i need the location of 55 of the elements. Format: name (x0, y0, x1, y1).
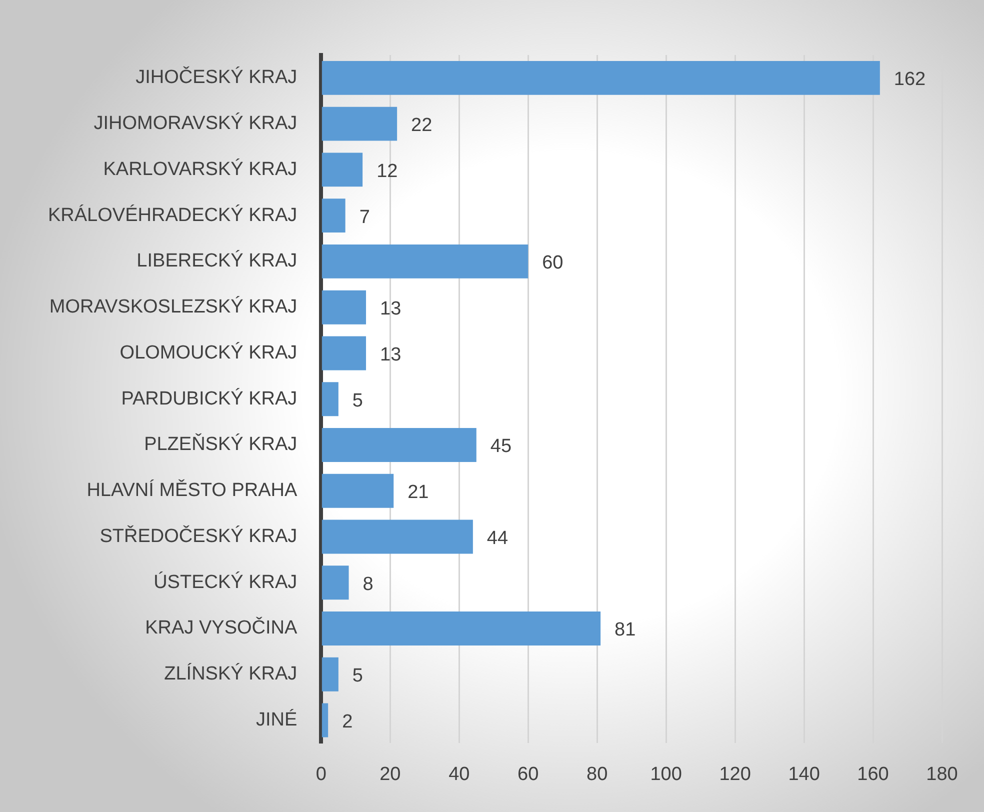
data-label: 8 (362, 574, 374, 595)
bar (322, 336, 366, 370)
bar (322, 612, 601, 646)
data-label: 60 (542, 252, 564, 274)
y-tick-label: KRÁLOVÉHRADECKÝ KRAJ (48, 204, 298, 226)
data-label: 12 (376, 160, 398, 182)
y-tick-label: ÚSTECKÝ KRAJ (154, 570, 298, 593)
x-tick-label: 60 (518, 764, 539, 785)
y-tick-label: KARLOVARSKÝ KRAJ (103, 158, 298, 180)
bar (322, 152, 363, 187)
bar (322, 382, 338, 416)
x-tick-label: 40 (448, 764, 470, 785)
bar (322, 520, 473, 554)
data-label: 162 (894, 69, 926, 90)
x-tick-label: 160 (857, 764, 889, 785)
x-tick-label: 180 (926, 764, 958, 785)
bar (322, 657, 338, 692)
y-tick-label: KRAJ VYSOČINA (145, 616, 298, 639)
data-label: 45 (490, 436, 512, 458)
data-label: 81 (614, 620, 636, 641)
data-label: 5 (352, 666, 364, 687)
bar (322, 106, 398, 141)
data-label: 13 (380, 344, 402, 366)
y-tick-label: ZLÍNSKÝ KRAJ (164, 662, 298, 685)
y-tick-label: MORAVSKOSLEZSKÝ KRAJ (49, 296, 298, 318)
y-tick-label: PLZEŇSKÝ KRAJ (144, 433, 298, 456)
data-label: 13 (380, 298, 402, 320)
x-tick-label: 100 (650, 764, 682, 785)
data-label: 44 (486, 528, 509, 549)
data-label: 5 (352, 390, 364, 412)
x-tick-label: 80 (586, 764, 608, 785)
bar (322, 428, 476, 462)
y-tick-label: OLOMOUCKÝ KRAJ (120, 341, 298, 364)
bar (322, 60, 880, 95)
y-tick-label: HLAVNÍ MĚSTO PRAHA (86, 479, 298, 502)
y-tick-label: JIHOMORAVSKÝ KRAJ (94, 112, 298, 134)
data-label: 7 (359, 206, 370, 228)
x-tick-label: 120 (719, 764, 751, 785)
data-label: 2 (342, 711, 353, 732)
y-tick-label: STŘEDOČESKÝ KRAJ (100, 524, 298, 547)
bar (322, 474, 394, 508)
data-label: 22 (411, 115, 432, 136)
y-tick-label: LIBERECKÝ KRAJ (136, 250, 298, 272)
bar (322, 566, 349, 600)
bar (322, 290, 366, 324)
data-label: 21 (408, 482, 429, 504)
bar (322, 198, 346, 233)
x-tick-label: 0 (316, 764, 326, 785)
bar (322, 244, 528, 278)
x-tick-label: 20 (380, 764, 401, 785)
y-tick-label: JINÉ (256, 708, 298, 730)
y-tick-label: PARDUBICKÝ KRAJ (121, 387, 298, 410)
bar (322, 703, 328, 738)
y-tick-label: JIHOČESKÝ KRAJ (136, 66, 298, 88)
x-tick-label: 140 (788, 764, 820, 785)
